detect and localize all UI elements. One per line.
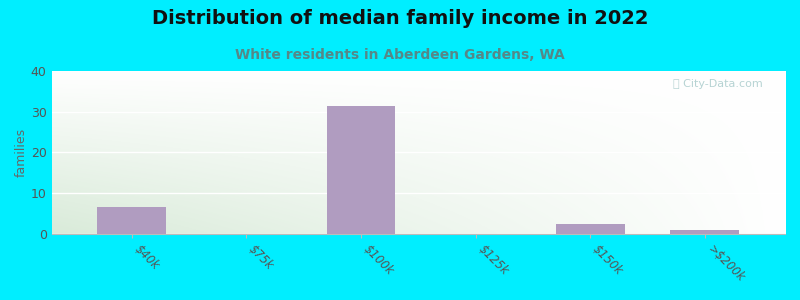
Text: ⓘ City-Data.com: ⓘ City-Data.com xyxy=(674,79,763,89)
Bar xyxy=(670,230,739,234)
Bar xyxy=(98,207,166,234)
Bar xyxy=(556,224,625,234)
Text: White residents in Aberdeen Gardens, WA: White residents in Aberdeen Gardens, WA xyxy=(235,48,565,62)
Y-axis label: families: families xyxy=(15,128,28,177)
Text: Distribution of median family income in 2022: Distribution of median family income in … xyxy=(152,9,648,28)
Bar xyxy=(326,106,395,234)
